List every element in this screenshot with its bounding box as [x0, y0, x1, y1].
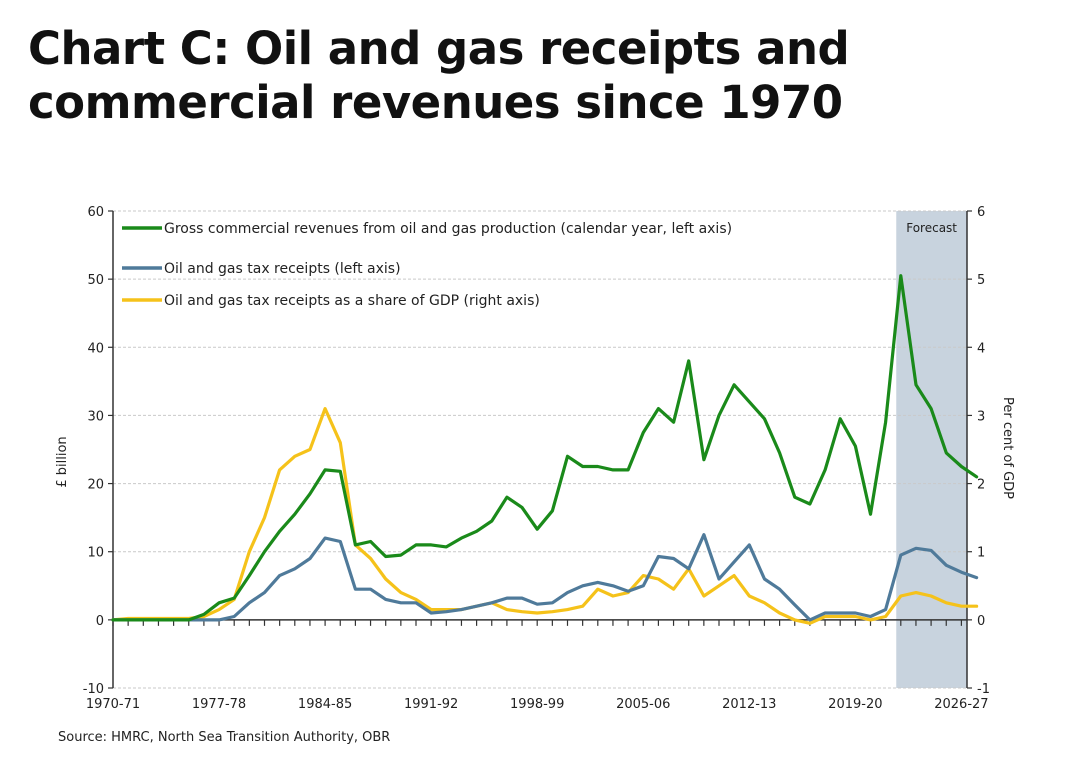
y-tick-label: 60: [87, 205, 104, 220]
y2-axis-label: Per cent of GDP: [1000, 397, 1015, 499]
legend-label-1: Oil and gas tax receipts (left axis): [164, 261, 401, 277]
x-tick-label: 1970-71: [86, 697, 140, 712]
x-tick-label: 1984-85: [298, 697, 352, 712]
x-tick-label: 1998-99: [510, 697, 564, 712]
y-tick-label: 40: [87, 341, 104, 356]
y-tick-label: 30: [87, 409, 104, 424]
y-tick-label: 20: [87, 478, 104, 493]
y2-tick-label: 3: [977, 409, 985, 424]
series-line-0: [111, 274, 979, 622]
source-note: Source: HMRC, North Sea Transition Autho…: [58, 730, 391, 745]
y-tick-label: -10: [83, 682, 104, 697]
legend-label-0: Gross commercial revenues from oil and g…: [164, 221, 732, 237]
forecast-label: Forecast: [906, 221, 957, 235]
y2-tick-label: 5: [977, 273, 985, 288]
y-axis-label: £ billion: [55, 436, 70, 487]
y2-tick-label: 1: [977, 546, 985, 561]
x-tick-label: 2005-06: [616, 697, 670, 712]
x-tick-label: 1991-92: [404, 697, 458, 712]
y-tick-label: 10: [87, 546, 104, 561]
y2-tick-label: 6: [977, 205, 985, 220]
x-tick-label: 2019-20: [828, 697, 882, 712]
y2-tick-label: -1: [977, 682, 990, 697]
legend-label-2: Oil and gas tax receipts as a share of G…: [164, 293, 540, 309]
y2-tick-label: 2: [977, 478, 985, 493]
series-lines: [111, 274, 979, 625]
y-tick-label: 0: [96, 614, 104, 629]
x-tick-label: 1977-78: [192, 697, 246, 712]
x-tick-label: 2026-27: [934, 697, 988, 712]
y-tick-label: 50: [87, 273, 104, 288]
gridlines: [113, 210, 967, 689]
series-line-2: [111, 407, 979, 625]
forecast-region: [896, 211, 967, 688]
chart-title: Chart C: Oil and gas receipts and commer…: [28, 22, 850, 129]
legend: Gross commercial revenues from oil and g…: [122, 221, 732, 309]
y2-tick-label: 4: [977, 341, 985, 356]
series-line-1: [111, 533, 979, 622]
forecast-region-layer: Forecast: [896, 211, 967, 688]
y2-tick-label: 0: [977, 614, 985, 629]
x-tick-label: 2012-13: [722, 697, 776, 712]
